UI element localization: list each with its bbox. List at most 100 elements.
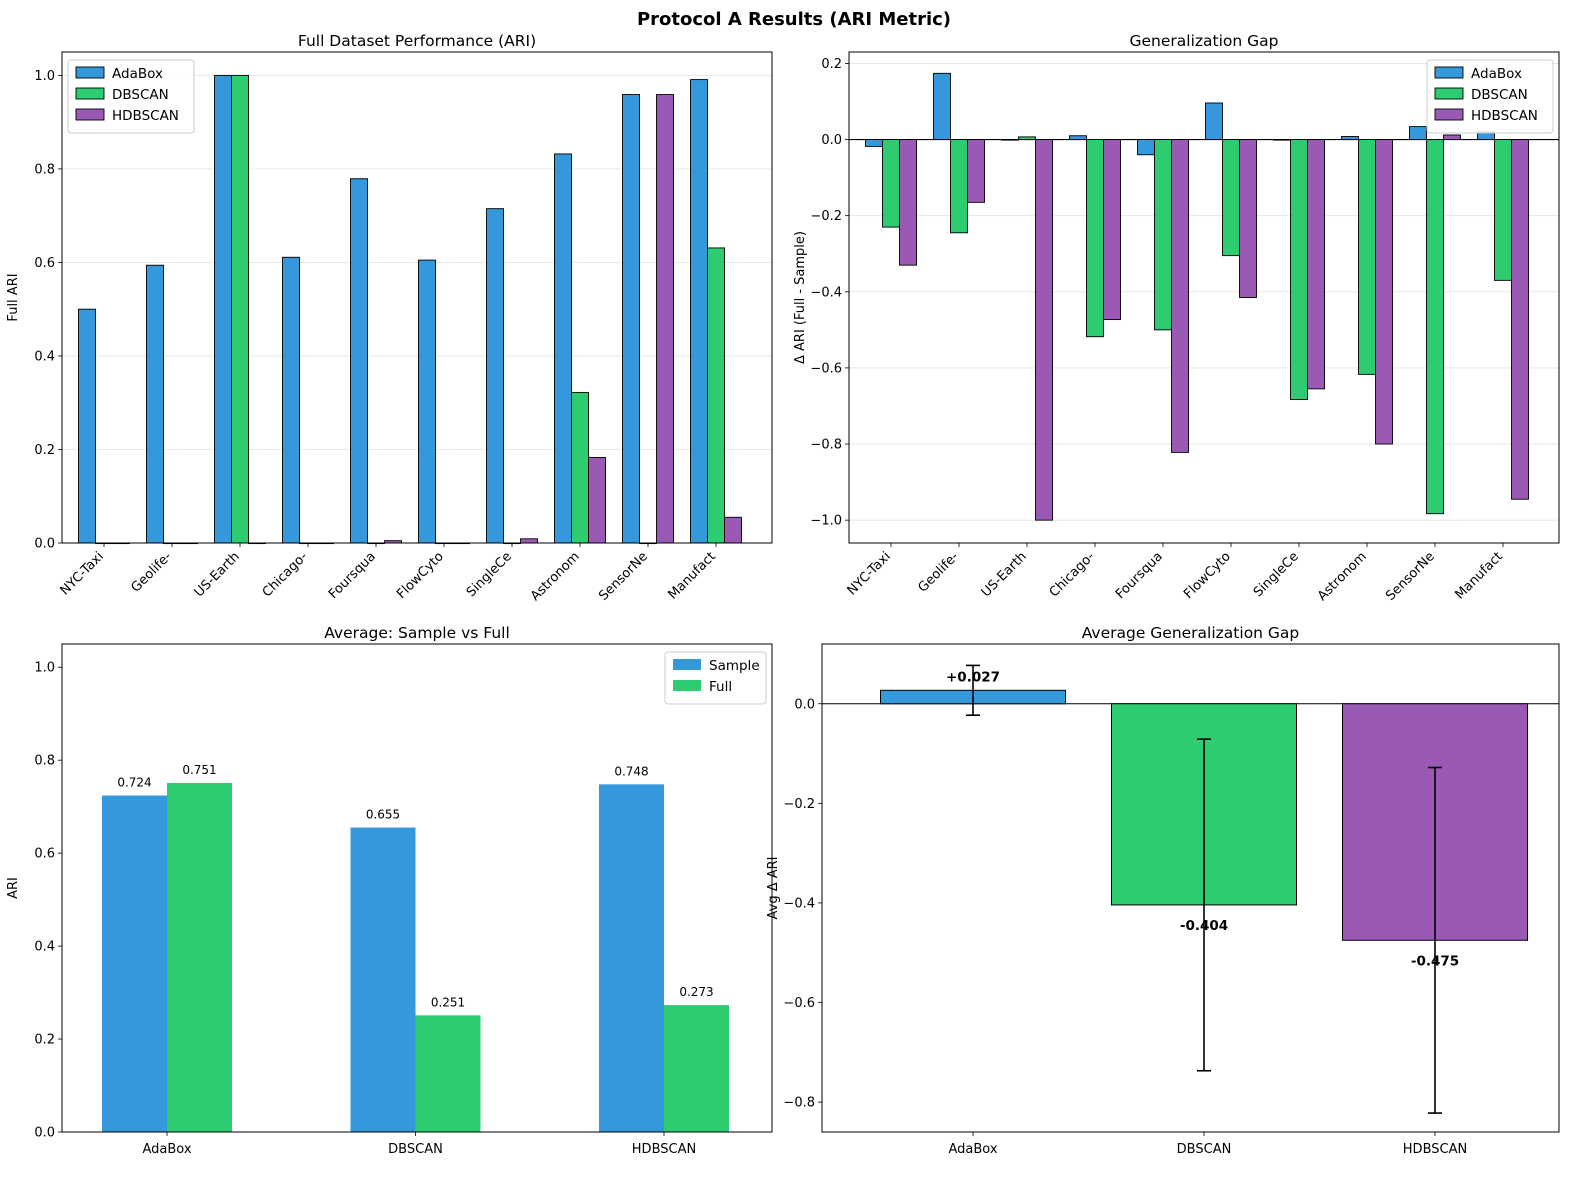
bar-adabox-singlece	[1273, 139, 1291, 141]
bar-full-dbscan	[415, 1015, 481, 1132]
y-tick-label: 0.0	[794, 697, 815, 712]
x-tick-label: Manufact	[665, 549, 718, 602]
bar-hdbscan-flowcyto	[1239, 139, 1257, 298]
bar-dbscan-nyc-taxi	[882, 139, 900, 228]
y-axis-label: Avg Δ ARI	[766, 857, 781, 920]
bar-hdbscan-sensorne	[1443, 134, 1461, 140]
x-tick-label: Manufact	[1452, 549, 1505, 602]
axes-frame	[821, 643, 1560, 1133]
bar-adabox-foursqua	[1137, 139, 1155, 156]
legend-label-dbscan: DBSCAN	[112, 87, 169, 103]
x-tick-label: DBSCAN	[388, 1142, 443, 1157]
bar-dbscan-manufact	[707, 247, 725, 544]
bar-sample-adabox	[102, 795, 167, 1132]
axes-frame	[61, 51, 773, 544]
bar-adabox-nyc-taxi	[78, 308, 96, 544]
x-tick-label: HDBSCAN	[1403, 1142, 1467, 1157]
data-label-adabox: +0.027	[946, 669, 1000, 685]
legend-swatch-dbscan	[75, 87, 105, 100]
bar-dbscan-astronom	[1358, 139, 1376, 375]
x-tick-label: Geolife-	[916, 549, 963, 596]
bar-dbscan-us-earth	[231, 74, 249, 544]
bar-adabox-us-earth	[1001, 139, 1019, 141]
x-tick-label: HDBSCAN	[632, 1142, 696, 1157]
y-tick-label: 0.4	[34, 349, 55, 364]
bar-sample-dbscan	[350, 827, 416, 1132]
x-tick-label: Foursqua	[326, 549, 379, 602]
legend-label-full: Full	[709, 679, 732, 695]
data-label-hdbscan: -0.475	[1411, 953, 1459, 969]
bar-hdbscan-singlece	[520, 538, 538, 544]
data-label-full: 0.273	[679, 985, 713, 999]
x-tick-label: US-Earth	[979, 549, 1030, 600]
y-tick-label: 0.0	[34, 537, 55, 552]
y-tick-label: 0.0	[34, 1126, 55, 1141]
bar-adabox-flowcyto	[418, 259, 436, 544]
bar-dbscan-geolife	[950, 139, 968, 234]
bar-adabox-chicago	[1069, 135, 1087, 140]
bar-hdbscan-foursqua	[1171, 139, 1189, 453]
x-tick-label: Chicago-	[260, 549, 311, 600]
x-tick-label: US-Earth	[192, 549, 243, 600]
bar-adabox-chicago	[282, 256, 300, 544]
bar-full-hdbscan	[664, 1005, 729, 1132]
y-tick-label: −0.8	[783, 1096, 815, 1111]
y-tick-label: −0.6	[810, 361, 842, 376]
bar-hdbscan-geolife	[967, 139, 985, 203]
generalization-gap-chart: Generalization Gap −1.0 −0.8 −0.6 −0.4 −0.2 0.…	[793, 32, 1560, 604]
bar-hdbscan-nyc-taxi	[899, 139, 917, 266]
y-tick-label: −1.0	[810, 514, 842, 529]
bar-adabox-sensorne	[622, 94, 640, 544]
data-label-sample: 0.655	[366, 808, 400, 822]
axes-frame	[61, 643, 773, 1133]
x-tick-label: Chicago-	[1047, 549, 1098, 600]
axes-frame	[848, 51, 1560, 544]
legend-swatch-dbscan	[1434, 87, 1464, 100]
data-label-full: 0.751	[182, 763, 216, 777]
x-tick-label: DBSCAN	[1177, 1142, 1232, 1157]
bar-hdbscan-chicago	[1103, 139, 1121, 321]
y-tick-label: 1.0	[34, 661, 55, 676]
x-tick-label: AdaBox	[948, 1142, 997, 1157]
x-tick-label: FlowCyto	[394, 549, 447, 602]
x-tick-label: Foursqua	[1113, 549, 1166, 602]
bar-hdbscan-sensorne	[656, 94, 674, 544]
y-tick-label: −0.6	[783, 996, 815, 1011]
x-tick-label: SingleCe	[464, 549, 515, 600]
x-tick-label: AdaBox	[142, 1142, 191, 1157]
data-label-sample: 0.748	[614, 764, 648, 778]
full-dataset-performance-chart: Full Dataset Performance (ARI) 0.0 0.2 0.4 0…	[6, 32, 773, 604]
y-tick-label: −0.8	[810, 438, 842, 453]
panel-title: Average: Sample vs Full	[324, 624, 510, 642]
panel-title: Generalization Gap	[1130, 32, 1279, 50]
bar-hdbscan-manufact	[1511, 139, 1529, 500]
y-tick-label: 1.0	[34, 69, 55, 84]
bar-adabox-astronom	[554, 153, 572, 544]
bar-hdbscan-us-earth	[1035, 139, 1053, 521]
x-tick-label: FlowCyto	[1181, 549, 1234, 602]
legend-label-sample: Sample	[709, 658, 760, 674]
x-tick-label: SingleCe	[1251, 549, 1302, 600]
y-axis-label: Δ ARI (Full - Sample)	[793, 231, 808, 364]
y-tick-label: −0.4	[783, 896, 815, 911]
y-tick-label: 0.8	[34, 162, 55, 177]
x-tick-label: SensorNe	[596, 549, 651, 604]
legend-swatch-adabox	[75, 66, 105, 79]
legend-label-hdbscan: HDBSCAN	[112, 108, 179, 124]
x-tick-label: SensorNe	[1383, 549, 1438, 604]
bar-dbscan-chicago	[1086, 139, 1104, 338]
y-tick-label: −0.2	[783, 797, 815, 812]
bar-dbscan-sensorne	[1426, 139, 1444, 515]
bar-dbscan-manufact	[1494, 139, 1512, 281]
bar-dbscan-us-earth	[1018, 136, 1036, 140]
y-tick-label: −0.2	[810, 209, 842, 224]
x-tick-label: NYC-Taxi	[58, 549, 107, 598]
figure-title: Protocol A Results (ARI Metric)	[637, 9, 951, 30]
y-tick-label: 0.8	[34, 754, 55, 769]
bar-adabox-geolife	[933, 72, 951, 140]
legend-swatch-sample	[673, 659, 701, 670]
y-tick-label: 0.2	[821, 57, 842, 72]
legend-swatch-full	[673, 680, 701, 691]
bar-dbscan-astronom	[571, 391, 589, 544]
